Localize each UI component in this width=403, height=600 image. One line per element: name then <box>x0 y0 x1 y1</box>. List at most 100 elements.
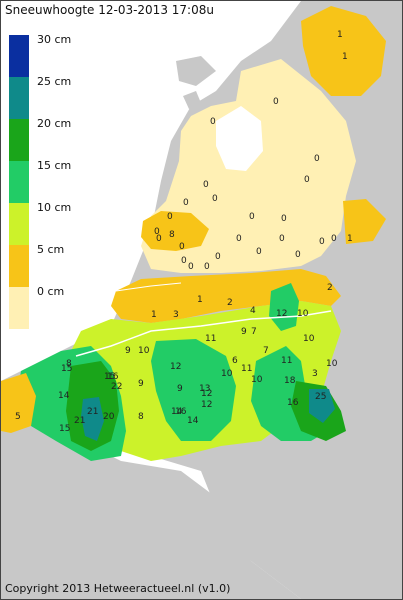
value-label: 3 <box>312 369 318 379</box>
legend-swatch-0 <box>9 287 29 329</box>
value-label: 8 <box>169 230 175 240</box>
region-5cm-south <box>111 269 341 323</box>
value-label: 0 <box>249 212 255 222</box>
value-label: 16 <box>107 372 119 382</box>
value-label: 1 <box>337 30 343 40</box>
legend-item-0: 0 cm <box>9 284 79 329</box>
legend-swatch-10 <box>9 203 29 245</box>
value-label: 0 <box>215 252 221 262</box>
region-15cm-center <box>151 339 236 441</box>
value-label: 0 <box>204 262 210 272</box>
value-label: 1 <box>197 295 203 305</box>
region-25cm-east <box>309 389 335 423</box>
value-label: 10 <box>297 309 309 319</box>
legend-label-10: 10 cm <box>37 200 72 214</box>
value-label: 21 <box>87 407 98 417</box>
region-5cm-northeast <box>301 6 386 96</box>
value-label: 22 <box>111 382 122 392</box>
value-label: 0 <box>183 198 189 208</box>
value-label: 0 <box>179 242 185 252</box>
legend-item-15: 15 cm <box>9 159 79 203</box>
value-label: 2 <box>327 283 333 293</box>
value-label: 21 <box>74 416 85 426</box>
legend-label-0: 0 cm <box>37 284 65 298</box>
value-label: 11 <box>205 334 216 344</box>
legend-swatch-15 <box>9 161 29 203</box>
measurement-values: 1 1 0 0 0 0 0 0 0 0 0 0 0 0 0 0 0 0 8 0 … <box>15 30 353 434</box>
value-label: 5 <box>15 412 21 422</box>
value-label: 0 <box>236 234 242 244</box>
value-label: 9 <box>177 384 183 394</box>
value-label: 10 <box>221 369 233 379</box>
legend-item-10: 10 cm <box>9 200 79 245</box>
value-label: 0 <box>319 237 325 247</box>
value-label: 15 <box>61 364 72 374</box>
legend-label-20: 20 cm <box>37 116 72 130</box>
value-label: 16 <box>175 407 187 417</box>
value-label: 14 <box>171 407 183 417</box>
value-label: 11 <box>281 356 292 366</box>
legend-item-5: 5 cm <box>9 242 79 287</box>
value-label: 0 <box>295 250 301 260</box>
value-label: 1 <box>347 234 353 244</box>
ijsselmeer <box>216 106 263 171</box>
value-label: 12 <box>276 309 287 319</box>
value-label: 0 <box>210 117 216 127</box>
value-label: 10 <box>303 334 315 344</box>
value-label: 0 <box>279 234 285 244</box>
value-label: 7 <box>251 327 257 337</box>
legend-swatch-20 <box>9 119 29 161</box>
value-label: 9 <box>241 327 247 337</box>
value-label: 0 <box>154 227 160 237</box>
value-label: 9 <box>125 346 131 356</box>
coast-line <box>115 282 182 292</box>
value-label: 8 <box>66 359 72 369</box>
value-label: 0 <box>331 234 337 244</box>
value-label: 25 <box>315 392 326 402</box>
border-line <box>75 310 332 357</box>
value-label: 0 <box>167 212 173 222</box>
legend-item-20: 20 cm <box>9 116 79 161</box>
legend-label-30: 30 cm <box>37 32 72 46</box>
value-label: 0 <box>156 234 162 244</box>
region-15cm-northeast <box>269 283 299 331</box>
legend: 30 cm 25 cm 20 cm 15 cm 10 cm 5 cm 0 cm <box>9 32 79 329</box>
value-label: 10 <box>326 359 338 369</box>
value-label: 0 <box>212 194 218 204</box>
value-label: 13 <box>199 384 210 394</box>
legend-label-5: 5 cm <box>37 242 65 256</box>
region-5cm-west <box>141 211 209 251</box>
value-label: 4 <box>250 306 256 316</box>
value-label: 0 <box>273 97 279 107</box>
value-label: 7 <box>263 346 269 356</box>
value-label: 0 <box>203 180 209 190</box>
legend-item-30: 30 cm <box>9 32 79 77</box>
value-label: 0 <box>314 154 320 164</box>
value-label: 2 <box>227 298 233 308</box>
value-label: 12 <box>201 389 212 399</box>
value-label: 6 <box>232 356 238 366</box>
value-label: 16 <box>287 398 299 408</box>
legend-swatch-30 <box>9 35 29 77</box>
value-label: 12 <box>201 400 212 410</box>
value-label: 12 <box>170 362 181 372</box>
value-label: 0 <box>256 247 262 257</box>
value-label: 3 <box>173 310 179 320</box>
region-5cm-east <box>343 199 386 244</box>
value-label: 0 <box>281 214 287 224</box>
value-label: 14 <box>58 391 70 401</box>
legend-swatch-25 <box>9 77 29 119</box>
value-label: 11 <box>241 364 252 374</box>
value-label: 0 <box>188 262 194 272</box>
value-label: 15 <box>104 372 115 382</box>
region-25cm-west <box>81 397 104 441</box>
copyright-text: Copyright 2013 Hetweeractueel.nl (v1.0) <box>5 582 231 595</box>
value-label: 0 <box>181 256 187 266</box>
map-title: Sneeuwhoogte 12-03-2013 17:08u <box>5 3 214 17</box>
region-15cm-far-west <box>1 373 36 433</box>
legend-item-25: 25 cm <box>9 75 79 119</box>
value-label: 10 <box>138 346 150 356</box>
legend-swatch-5 <box>9 245 29 287</box>
